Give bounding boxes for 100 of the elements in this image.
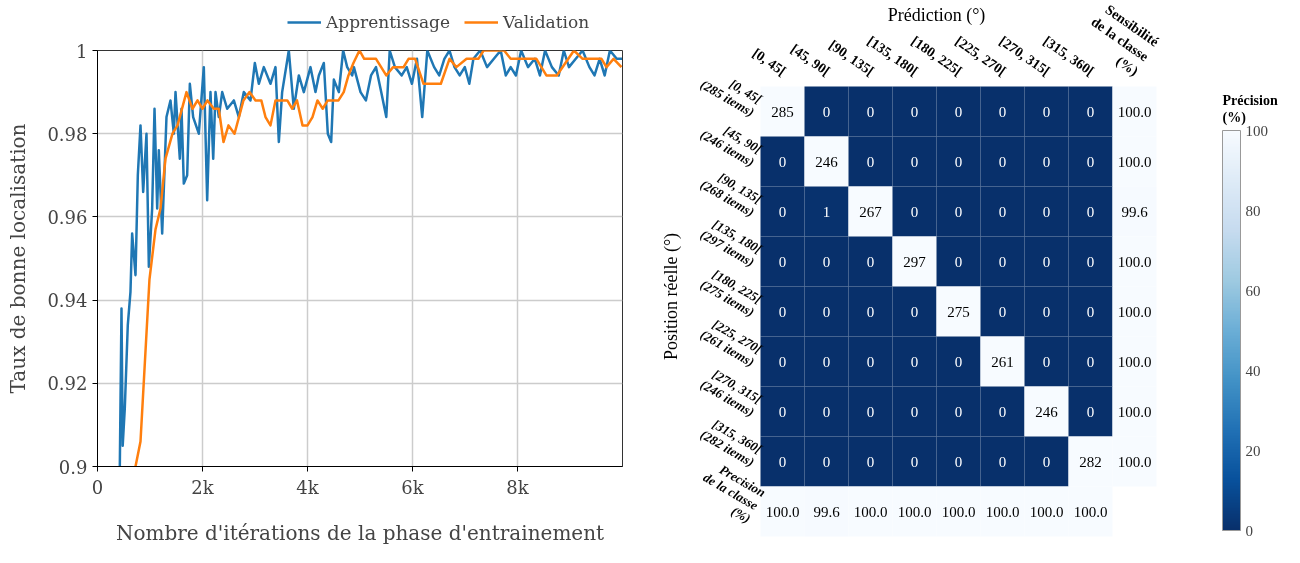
data-label: 0 <box>1086 253 1095 270</box>
data-label: 100.0 <box>853 503 888 520</box>
data-label: 0 <box>866 453 875 470</box>
y-axis-title: Taux de bonne localisation <box>6 123 31 394</box>
y-tick-label: 0.96 <box>47 206 88 228</box>
data-label: 0 <box>822 403 831 420</box>
data-label: 0 <box>910 153 919 170</box>
data-label: 0 <box>954 353 963 370</box>
data-label: 0 <box>1042 353 1051 370</box>
x-tick-label: 4k <box>296 476 320 498</box>
data-label: 0 <box>866 303 875 320</box>
data-label: 100.0 <box>1029 503 1064 520</box>
data-label: 0 <box>910 353 919 370</box>
data-label: 0 <box>822 103 831 120</box>
data-label: 0 <box>778 453 787 470</box>
data-label: 0 <box>954 403 963 420</box>
data-label: 0 <box>822 303 831 320</box>
data-label: 0 <box>910 453 919 470</box>
data-label: 0 <box>998 253 1007 270</box>
data-label: 0 <box>866 253 875 270</box>
y-tick-label: 1 <box>76 40 88 62</box>
data-label: 0 <box>866 153 875 170</box>
data-label: 0 <box>1086 103 1095 120</box>
data-label: 261 <box>991 353 1014 370</box>
legend-label: Validation <box>502 12 590 32</box>
data-label: 0 <box>954 103 963 120</box>
data-label: 246 <box>1035 403 1059 420</box>
data-label: 0 <box>998 303 1007 320</box>
data-label: 0 <box>1042 103 1051 120</box>
data-label: 100.0 <box>1117 403 1152 420</box>
color-bar-label: 20 <box>1245 442 1261 459</box>
x-axis-title: Prédiction (°) <box>887 4 986 26</box>
data-label: 275 <box>947 303 970 320</box>
data-label: 0 <box>778 253 787 270</box>
data-label: 0 <box>954 203 963 220</box>
data-label: 0 <box>998 103 1007 120</box>
data-label: 100.0 <box>1073 503 1108 520</box>
x-tick-label: [0, 45[ <box>749 45 790 80</box>
x-tick-label: 0 <box>91 476 104 498</box>
data-label: 285 <box>771 103 794 120</box>
data-label: 0 <box>1042 203 1051 220</box>
data-label: 0 <box>822 253 831 270</box>
data-label: 0 <box>998 203 1007 220</box>
data-label: 99.6 <box>1121 203 1149 220</box>
data-label: 0 <box>910 103 919 120</box>
data-label: 0 <box>1042 153 1051 170</box>
data-label: 0 <box>910 403 919 420</box>
data-label: 0 <box>778 303 787 320</box>
data-label: 0 <box>778 153 787 170</box>
data-label: 246 <box>815 153 839 170</box>
data-label: 100.0 <box>985 503 1020 520</box>
data-label: 100.0 <box>1117 453 1152 470</box>
data-label: 100.0 <box>1117 353 1152 370</box>
data-label: 100.0 <box>897 503 932 520</box>
data-label: 0 <box>866 353 875 370</box>
data-label: 0 <box>1086 303 1095 320</box>
y-axis-title: Position réelle (°) <box>660 232 682 361</box>
data-label: 297 <box>903 253 927 270</box>
x-tick-label: 2k <box>191 476 215 498</box>
data-label: 0 <box>1042 453 1051 470</box>
legend-label: Apprentissage <box>326 12 450 32</box>
data-label: 0 <box>910 303 919 320</box>
x-axis-title: Nombre d'itérations de la phase d'entrainement <box>115 520 605 545</box>
data-label: 0 <box>778 353 787 370</box>
data-label: 100.0 <box>1117 103 1152 120</box>
data-label: 99.6 <box>813 503 841 520</box>
data-label: 282 <box>1079 453 1102 470</box>
data-label: 0 <box>954 153 963 170</box>
data-label: 100.0 <box>1117 153 1152 170</box>
data-label: 0 <box>822 453 831 470</box>
data-label: 100.0 <box>941 503 976 520</box>
data-label: 0 <box>866 103 875 120</box>
y-tick-label: 0.92 <box>47 373 88 395</box>
data-label: 0 <box>866 403 875 420</box>
data-label: 0 <box>1086 353 1095 370</box>
data-label: 0 <box>954 253 963 270</box>
data-label: 267 <box>859 203 883 220</box>
data-label: 0 <box>778 203 787 220</box>
data-label: 0 <box>1086 403 1095 420</box>
data-label: 0 <box>1042 303 1051 320</box>
data-label: 0 <box>910 203 919 220</box>
data-label: 100.0 <box>1117 253 1152 270</box>
x-tick-label: 6k <box>401 476 425 498</box>
y-tick-label: 0.94 <box>47 290 88 312</box>
data-label: 0 <box>998 403 1007 420</box>
data-label: 100.0 <box>765 503 800 520</box>
color-bar-label: 40 <box>1245 362 1261 379</box>
data-label: 100.0 <box>1117 303 1152 320</box>
data-label: 0 <box>822 353 831 370</box>
data-label: 1 <box>822 203 831 220</box>
y-tick-label: 0.9 <box>58 456 88 478</box>
color-bar-label: 60 <box>1245 282 1261 299</box>
data-label: 0 <box>1086 153 1095 170</box>
data-label: 0 <box>998 453 1007 470</box>
color-bar-label: 80 <box>1245 202 1261 219</box>
data-label: 0 <box>778 403 787 420</box>
data-label: 0 <box>998 153 1007 170</box>
color-bar-label: 0 <box>1245 522 1253 539</box>
data-label: 0 <box>954 453 963 470</box>
data-label: 0 <box>1042 253 1051 270</box>
